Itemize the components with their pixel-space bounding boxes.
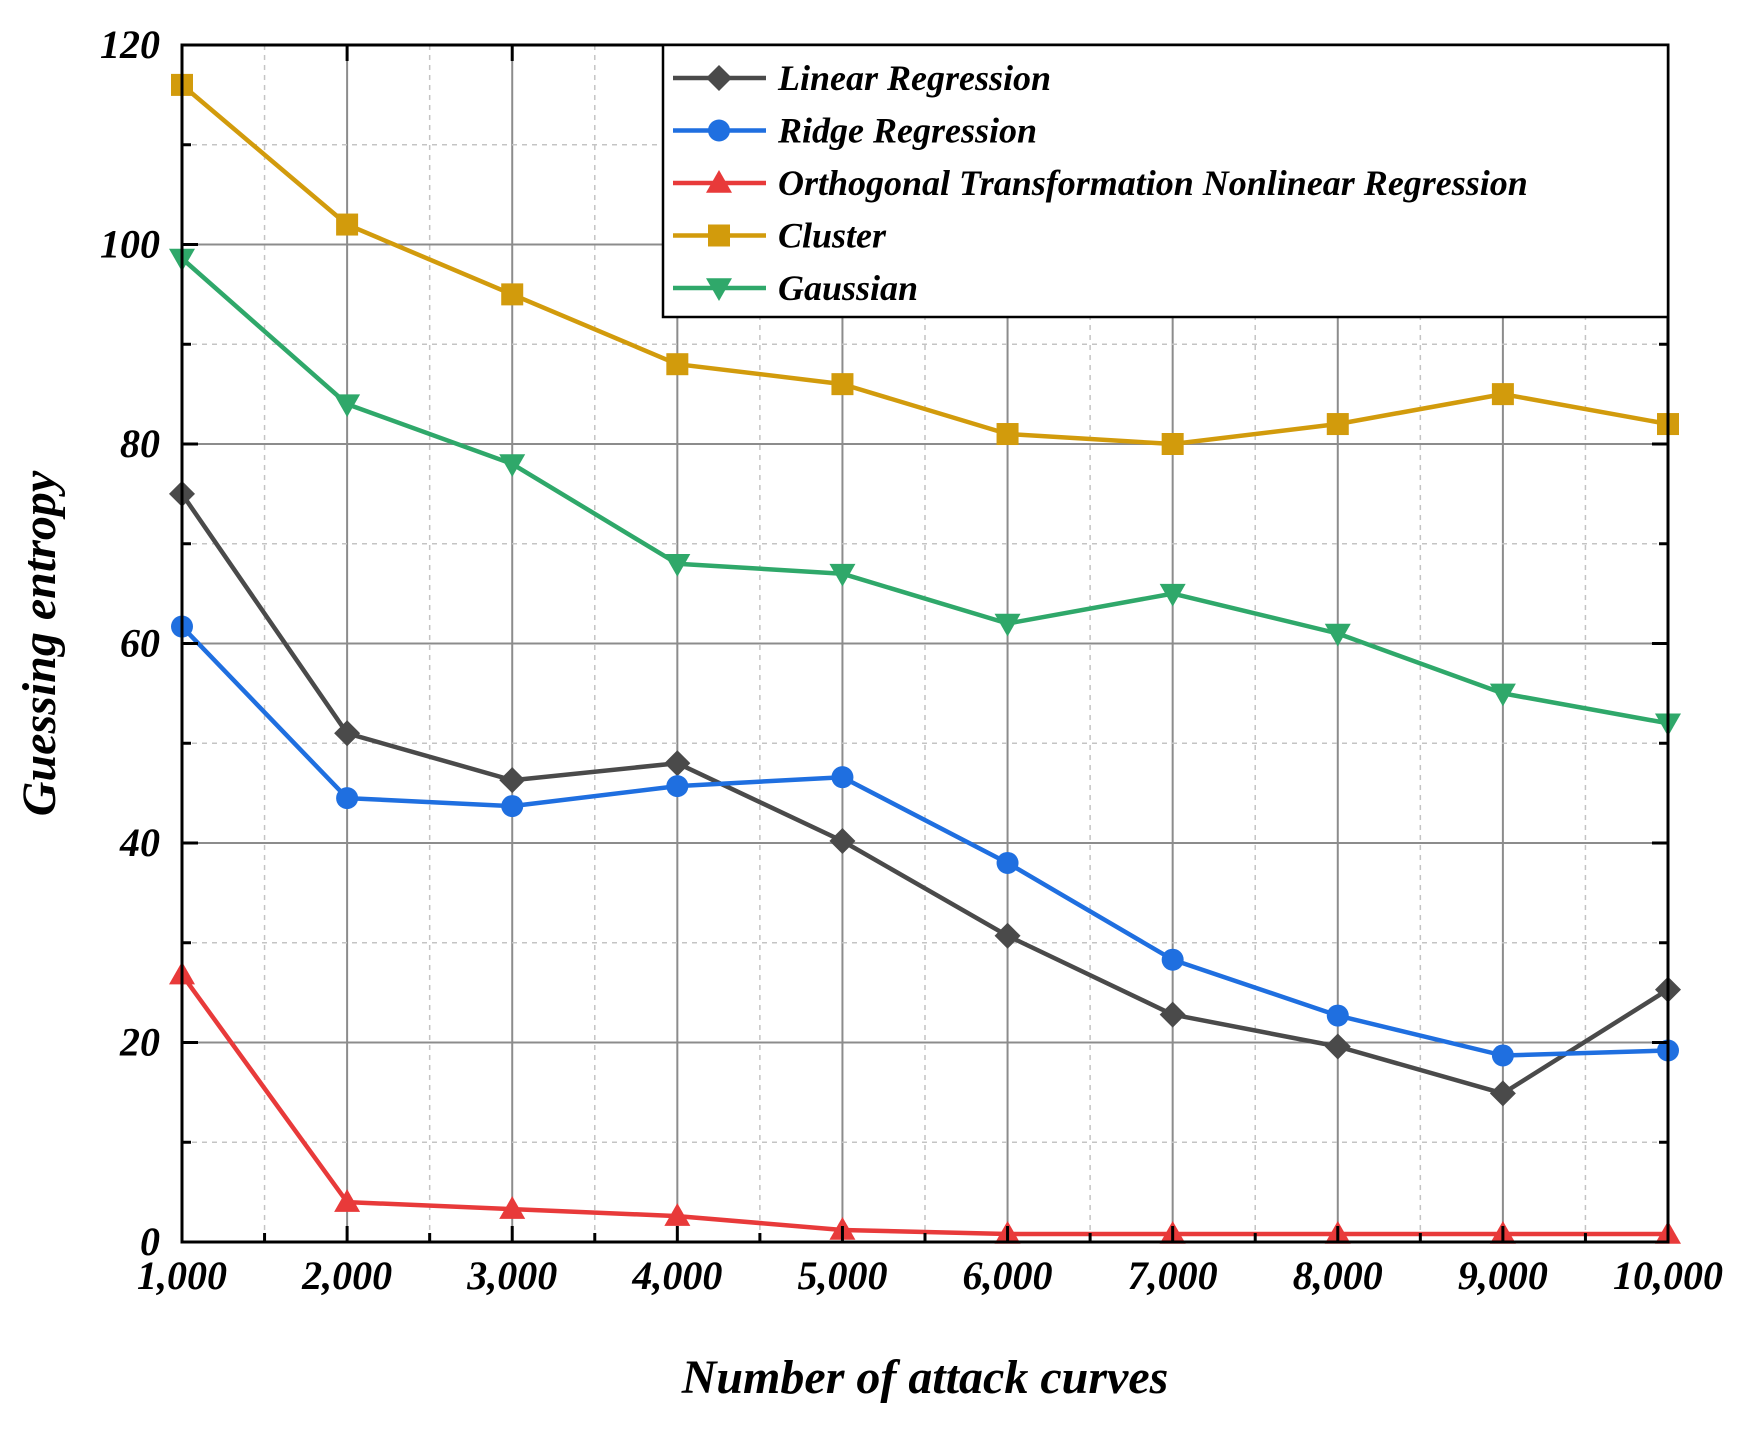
series-line <box>180 492 1670 1096</box>
y-tick-label: 0 <box>140 1219 160 1264</box>
y-axis-tick-labels: 0 20 40 60 80 100 120 <box>100 22 160 1264</box>
data-point <box>1159 583 1186 607</box>
legend-marker <box>708 119 730 142</box>
data-point <box>501 283 524 306</box>
x-tick-label: 10,000 <box>1613 1253 1723 1298</box>
data-point <box>829 828 856 855</box>
series-cluster <box>171 73 1679 455</box>
data-point <box>1159 1001 1186 1028</box>
x-tick-label: 9,000 <box>1458 1253 1548 1298</box>
y-tick-label: 40 <box>119 820 160 865</box>
data-point <box>1161 948 1184 971</box>
x-tick-label: 8,000 <box>1293 1253 1383 1298</box>
series-ridge-regression <box>171 615 1679 1067</box>
data-point <box>336 213 359 236</box>
legend-label: Ridge Regression <box>777 111 1037 151</box>
legend-marker <box>706 65 732 91</box>
data-point <box>1491 383 1514 406</box>
series-linear-regression <box>169 480 1681 1107</box>
series-layer <box>169 73 1681 1244</box>
data-point <box>501 795 524 818</box>
legend-label: Orthogonal Transformation Nonlinear Regr… <box>778 163 1528 203</box>
y-tick-label: 100 <box>100 222 160 267</box>
legend-box <box>661 43 1670 319</box>
data-point <box>1324 1033 1351 1060</box>
x-tick-label: 4,000 <box>631 1253 722 1298</box>
data-point <box>1491 1044 1514 1067</box>
legend-label: Cluster <box>778 216 887 256</box>
legend-label: Linear Regression <box>777 58 1051 98</box>
data-point <box>829 563 856 587</box>
y-tick-label: 20 <box>119 1020 160 1065</box>
data-point <box>664 1203 691 1226</box>
x-axis-title: Number of attack curves <box>681 1351 1169 1404</box>
data-point <box>336 787 359 810</box>
data-point <box>994 613 1021 637</box>
data-point <box>831 373 854 396</box>
x-tick-label: 6,000 <box>963 1253 1053 1298</box>
legend-marker <box>706 170 732 193</box>
x-tick-label: 5,000 <box>797 1253 887 1298</box>
data-point <box>334 1189 361 1212</box>
data-point <box>334 720 361 747</box>
x-tick-label: 2,000 <box>301 1253 392 1298</box>
data-point <box>664 750 691 777</box>
series-line <box>180 83 1669 447</box>
data-point <box>666 775 689 798</box>
data-point <box>831 766 854 789</box>
legend-marker <box>706 278 732 301</box>
legend-marker <box>708 224 730 247</box>
data-point <box>499 454 526 477</box>
y-tick-label: 60 <box>120 621 160 666</box>
data-point <box>996 851 1019 874</box>
data-point <box>1489 683 1516 707</box>
x-tick-label: 3,000 <box>466 1253 557 1298</box>
data-point <box>499 767 526 794</box>
y-axis-title: Guessing entropy <box>13 470 66 816</box>
series-line <box>180 624 1669 1058</box>
x-tick-label: 7,000 <box>1128 1253 1218 1298</box>
data-point <box>1326 413 1349 436</box>
x-tick-label: 1,000 <box>137 1253 227 1298</box>
data-point <box>666 353 689 376</box>
x-axis-tick-labels: 1,000 2,000 3,000 4,000 5,000 6,000 7,000 8,000… <box>137 1253 1723 1298</box>
data-point <box>1489 1080 1516 1107</box>
data-point <box>1326 1004 1349 1027</box>
legend: Linear Regression Ridge Regression Orthogo… <box>661 43 1670 319</box>
legend-label: Gaussian <box>778 268 918 308</box>
y-tick-label: 120 <box>100 22 160 67</box>
data-point <box>664 553 691 577</box>
data-point <box>1161 433 1184 455</box>
series-line <box>180 256 1669 726</box>
data-point <box>334 394 361 418</box>
data-point <box>996 423 1019 446</box>
data-point <box>499 1196 526 1219</box>
data-point <box>994 922 1021 949</box>
data-point <box>1324 623 1351 647</box>
y-tick-label: 80 <box>120 421 160 466</box>
